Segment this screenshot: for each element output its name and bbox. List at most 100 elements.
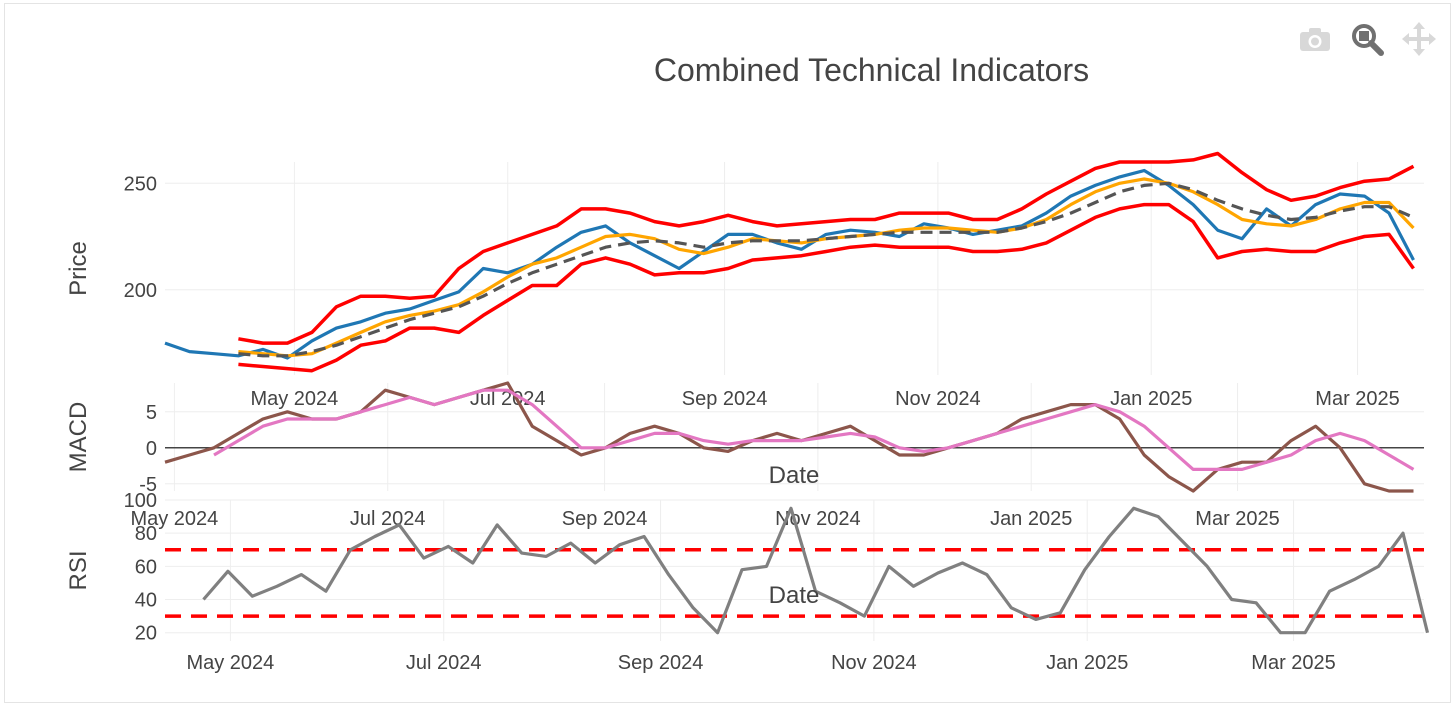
macd-point-signal-19 [678, 433, 680, 435]
macd-ytick-label-0: -5 [139, 474, 157, 496]
price-point-ema-22 [776, 240, 778, 242]
price-point-upper_band-19 [703, 221, 705, 223]
price-point-price-7 [336, 327, 338, 329]
price-point-ema-18 [678, 242, 680, 244]
price-point-upper_band-30 [972, 219, 974, 221]
price-point-lower_band-28 [923, 246, 925, 248]
price-point-ema-40 [1217, 200, 1219, 202]
price-point-ema-11 [507, 283, 509, 285]
price-point-ema-38 [1168, 183, 1170, 185]
macd-point-macd-40 [1143, 454, 1145, 456]
price-point-sma-11 [507, 276, 509, 278]
price-point-price-47 [1315, 204, 1317, 206]
price-point-upper_band-33 [1046, 193, 1048, 195]
price-point-sma-39 [1192, 191, 1194, 193]
macd-point-macd-47 [1315, 425, 1317, 427]
price-point-ema-20 [727, 242, 729, 244]
price-point-upper_band-41 [1241, 172, 1243, 174]
price-point-ema-39 [1192, 189, 1194, 191]
price-point-upper_band-44 [1315, 195, 1317, 197]
macd-series-signal [213, 388, 1415, 471]
price-point-sma-6 [385, 321, 387, 323]
rsi-point-rsi-13 [521, 552, 523, 554]
rsi-ytick-label-4: 100 [124, 490, 157, 512]
price-point-lower_band-45 [1339, 242, 1341, 244]
macd-xtick-label-4: Jan 2025 [990, 508, 1072, 530]
camera-button[interactable] [1296, 20, 1334, 58]
price-point-lower_band-30 [972, 251, 974, 253]
macd-point-macd-30 [899, 454, 901, 456]
price-point-price-45 [1266, 208, 1268, 210]
price-point-ema-35 [1095, 202, 1097, 204]
price-point-upper_band-12 [531, 234, 533, 236]
macd-point-macd-46 [1290, 440, 1292, 442]
price-point-lower_band-33 [1046, 242, 1048, 244]
rsi-point-rsi-8 [399, 524, 401, 526]
price-point-upper_band-45 [1339, 187, 1341, 189]
price-point-upper_band-14 [580, 208, 582, 210]
rsi-point-rsi-48 [1378, 566, 1380, 568]
price-point-ema-28 [923, 232, 925, 234]
price-point-price-28 [850, 229, 852, 231]
macd-point-macd-42 [1192, 490, 1194, 492]
rsi-point-rsi-34 [1035, 619, 1037, 621]
price-point-sma-18 [678, 249, 680, 251]
price-point-lower_band-24 [825, 251, 827, 253]
zoom-button[interactable] [1348, 20, 1386, 58]
price-point-upper_band-27 [899, 212, 901, 214]
macd-point-signal-38 [1143, 425, 1145, 427]
chart-title: Combined Technical Indicators [653, 52, 1090, 88]
price-point-sma-3 [311, 353, 313, 355]
price-point-lower_band-25 [850, 246, 852, 248]
price-point-lower_band-31 [997, 251, 999, 253]
price-point-upper_band-17 [654, 221, 656, 223]
macd-point-macd-25 [776, 433, 778, 435]
price-point-price-27 [825, 234, 827, 236]
macd-point-signal-18 [654, 433, 656, 435]
price-point-ema-41 [1241, 208, 1243, 210]
price-point-upper_band-6 [385, 295, 387, 297]
price-point-ema-16 [629, 242, 631, 244]
rsi-point-rsi-33 [1011, 607, 1013, 609]
price-point-upper_band-39 [1192, 159, 1194, 161]
macd-point-signal-48 [1388, 454, 1390, 456]
macd-point-signal-25 [825, 436, 827, 438]
price-point-lower_band-36 [1119, 208, 1121, 210]
macd-point-signal-49 [1413, 469, 1415, 471]
macd-point-signal-24 [801, 440, 803, 442]
price-point-lower_band-6 [385, 340, 387, 342]
rsi-point-rsi-44 [1280, 632, 1282, 634]
price-point-price-4 [262, 349, 264, 351]
macd-point-signal-4 [311, 418, 313, 420]
rsi-point-rsi-21 [717, 632, 719, 634]
macd-point-signal-47 [1364, 440, 1366, 442]
price-point-sma-10 [482, 291, 484, 293]
price-point-ema-8 [434, 312, 436, 314]
price-point-price-2 [213, 353, 215, 355]
rsi-point-rsi-20 [692, 607, 694, 609]
price-point-upper_band-28 [923, 212, 925, 214]
price-point-lower_band-14 [580, 263, 582, 265]
rsi-point-rsi-31 [962, 562, 964, 564]
macd-point-signal-32 [997, 433, 999, 435]
price-point-sma-48 [1413, 227, 1415, 229]
price-point-upper_band-5 [360, 295, 362, 297]
price-xtick-label-3: Nov 2024 [895, 388, 981, 410]
price-point-ema-6 [385, 327, 387, 329]
price-point-ema-33 [1046, 221, 1048, 223]
rsi-point-rsi-6 [350, 549, 352, 551]
macd-point-macd-5 [287, 411, 289, 413]
price-point-lower_band-12 [531, 285, 533, 287]
price-point-upper_band-16 [629, 212, 631, 214]
pan-button[interactable] [1400, 20, 1438, 58]
price-point-upper_band-42 [1266, 189, 1268, 191]
macd-point-signal-46 [1339, 433, 1341, 435]
price-point-ema-47 [1388, 206, 1390, 208]
macd-point-signal-29 [923, 451, 925, 453]
price-point-ema-26 [874, 234, 876, 236]
price-point-lower_band-43 [1290, 251, 1292, 253]
macd-point-signal-3 [287, 418, 289, 420]
rsi-point-rsi-42 [1231, 599, 1233, 601]
price-point-ema-3 [311, 351, 313, 353]
